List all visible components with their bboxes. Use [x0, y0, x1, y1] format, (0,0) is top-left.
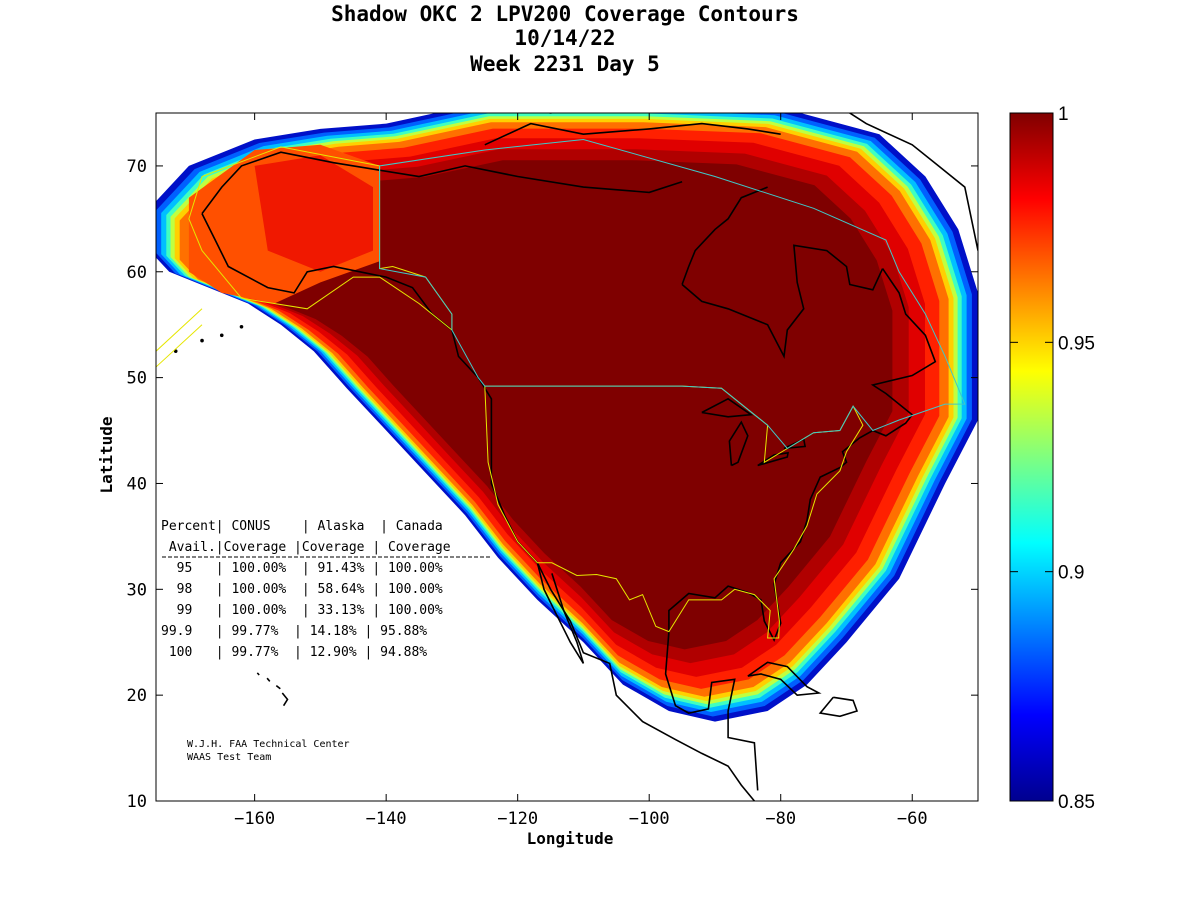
table-row: 99.9 | 99.77% | 14.18% | 95.88%	[161, 624, 427, 639]
canada-boundary	[379, 138, 966, 450]
x-tick-label: −140	[366, 809, 407, 829]
x-tick-label: −120	[497, 809, 538, 829]
colorbar-tick-label: 0.95	[1058, 333, 1095, 354]
coverage-band-alaska-inner	[254, 155, 373, 272]
coastline-segment	[848, 113, 978, 251]
coastlines	[148, 113, 978, 801]
chart-week: Week 2231 Day 5	[470, 52, 660, 76]
coastline-segment	[484, 122, 781, 146]
coastline-segment	[681, 186, 768, 285]
coastline-segment	[747, 661, 822, 697]
plot-frame	[155, 112, 979, 802]
coastline-segment	[728, 420, 749, 467]
y-tick-label: 50	[127, 369, 147, 389]
service-boundaries	[156, 138, 966, 639]
colorbar-tick-label: 0.85	[1058, 792, 1095, 813]
island-mark	[239, 325, 244, 329]
coastline-segment	[201, 213, 756, 801]
coastline-segment	[701, 397, 754, 418]
credit-line-1: W.J.H. FAA Technical Center	[187, 739, 350, 750]
x-tick-label: −80	[765, 809, 796, 829]
colorbar-ticks: 1 0.95 0.9 0.85	[1010, 104, 1095, 813]
table-row: 98 | 100.00% | 58.64% | 100.00%	[161, 582, 443, 597]
axis-ticks: −160 −140 −120 −100 −80 −60 10 20 30 40 50 60 70	[127, 113, 978, 829]
coastline-segment	[545, 113, 556, 114]
y-tick-label: 20	[127, 686, 147, 706]
coastline-segment	[281, 692, 289, 707]
island-mark	[200, 338, 204, 343]
x-tick-label: −160	[234, 809, 275, 829]
aleutian-boundary	[156, 308, 203, 368]
y-tick-label: 60	[127, 263, 147, 283]
coastline-segment	[275, 684, 281, 690]
table-header-1: Percent| CONUS | Alaska | Canada	[161, 519, 443, 534]
colorbar	[1009, 112, 1054, 802]
credit-line-2: WAAS Test Team	[187, 752, 271, 763]
coastline-segment	[664, 631, 759, 791]
coverage-table: Percent| CONUS | Alaska | Canada Avail.|…	[161, 519, 492, 660]
chart-date: 10/14/22	[514, 26, 616, 50]
y-tick-label: 30	[127, 580, 147, 600]
y-tick-label: 10	[127, 792, 147, 812]
coastline-segment	[757, 451, 789, 467]
y-tick-label: 40	[127, 474, 147, 494]
x-tick-label: −100	[629, 809, 670, 829]
coastline-segment	[256, 672, 260, 676]
colorbar-tick-label: 1	[1058, 104, 1069, 125]
table-row: 99 | 100.00% | 33.13% | 100.00%	[161, 603, 443, 618]
x-axis-label: Longitude	[527, 829, 614, 848]
table-header-2: Avail.|Coverage |Coverage | Coverage	[161, 540, 451, 555]
table-row: 95 | 100.00% | 91.43% | 100.00%	[161, 561, 443, 576]
colorbar-tick-label: 0.9	[1058, 563, 1084, 584]
coastline-segment	[783, 437, 807, 450]
coastline-segment	[681, 244, 884, 360]
coastline-segment	[266, 677, 271, 682]
island-mark	[148, 357, 152, 361]
y-tick-label: 70	[127, 157, 147, 177]
coverage-contours	[156, 113, 978, 722]
chart-title: Shadow OKC 2 LPV200 Coverage Contours	[331, 2, 799, 26]
coastline-segment	[201, 151, 683, 215]
alaska-boundary	[188, 146, 453, 332]
coastline-segment	[818, 696, 859, 718]
coastline-segment	[536, 562, 585, 664]
island-mark	[219, 333, 224, 338]
x-tick-label: −60	[897, 809, 928, 829]
table-row: 100 | 99.77% | 12.90% | 94.88%	[161, 645, 427, 660]
y-axis-label: Latitude	[97, 416, 116, 493]
